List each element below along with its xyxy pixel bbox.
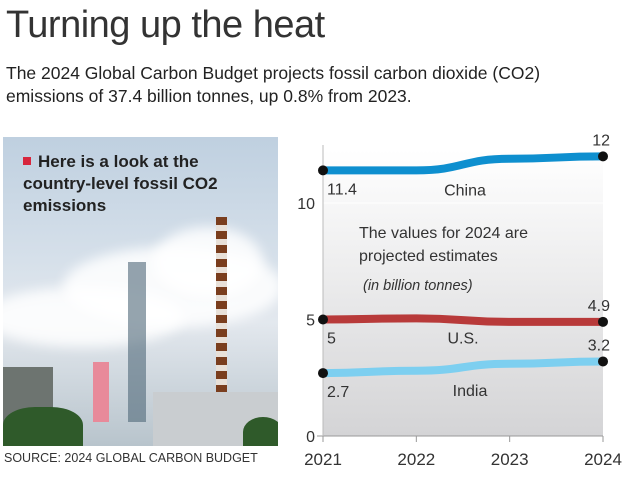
- series-line-india: [322, 357, 604, 378]
- end-value-label: 3.2: [588, 337, 610, 354]
- start-value-label: 5: [327, 331, 336, 348]
- series-line-us: [322, 314, 603, 326]
- data-point: [598, 151, 608, 162]
- x-tick-label: 2022: [397, 450, 435, 469]
- series-line-china: [322, 152, 604, 175]
- annotation-line-1: The values for 2024 are: [359, 225, 528, 242]
- unit-label: (in billion tonnes): [363, 278, 473, 294]
- annotation-line-2: projected estimates: [359, 248, 498, 265]
- note-text: Here is a look at the country-level foss…: [23, 151, 263, 217]
- x-tick-label: 2021: [304, 450, 342, 469]
- factory-photo: Here is a look at the country-level foss…: [3, 137, 278, 446]
- data-point: [598, 316, 608, 327]
- data-point: [318, 165, 328, 176]
- start-value-label: 11.4: [327, 181, 357, 198]
- data-point: [318, 314, 328, 325]
- series-name-label: India: [453, 383, 488, 400]
- start-value-label: 2.7: [327, 384, 349, 401]
- y-tick-label: 10: [297, 196, 315, 213]
- end-value-label: 4.9: [588, 298, 610, 315]
- y-tick-label: 5: [306, 313, 315, 330]
- series-name-label: U.S.: [447, 330, 478, 347]
- plot-background: [323, 150, 603, 436]
- y-tick-label: 0: [306, 429, 315, 446]
- subtitle: The 2024 Global Carbon Budget projects f…: [6, 63, 541, 106]
- note-label: Here is a look at the country-level foss…: [23, 152, 218, 215]
- x-tick-label: 2024: [584, 450, 622, 469]
- page-title: Turning up the heat: [6, 4, 325, 46]
- x-tick-label: 2023: [491, 450, 529, 469]
- bullet-square-icon: [23, 157, 31, 165]
- data-point: [318, 368, 328, 379]
- series-name-label: China: [444, 182, 486, 199]
- data-point: [598, 356, 608, 367]
- end-value-label: 12: [592, 132, 610, 149]
- source-text: SOURCE: 2024 GLOBAL CARBON BUDGET: [4, 451, 258, 465]
